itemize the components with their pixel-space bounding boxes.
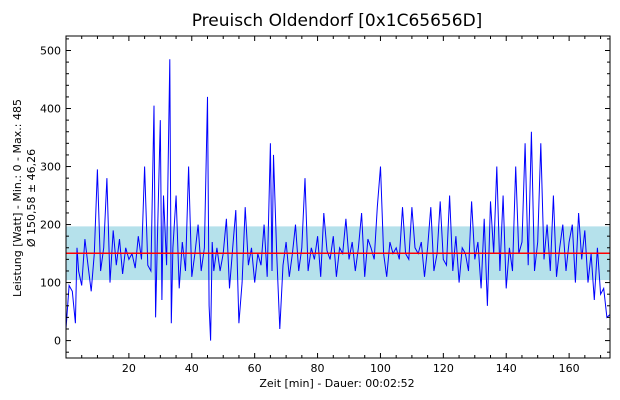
x-tick-label: 80 [311, 362, 325, 375]
chart-title: Preuisch Oldendorf [0x1C65656D] [192, 11, 483, 31]
y-tick-label: 400 [40, 103, 61, 116]
plot-frame [65, 35, 611, 359]
y-tick-label: 500 [40, 45, 61, 58]
x-tick-label: 20 [122, 362, 136, 375]
y-tick-label: 300 [40, 161, 61, 174]
y-axis-label-line1: Leistung [Watt] - Min.: 0 - Max.: 485 [11, 99, 24, 297]
y-tick-label: 100 [40, 277, 61, 290]
x-tick-label: 120 [433, 362, 454, 375]
x-tick-label: 60 [248, 362, 262, 375]
power-series-line [65, 59, 611, 341]
x-tick-label: 100 [370, 362, 391, 375]
x-axis-label: Zeit [min] - Dauer: 00:02:52 [259, 377, 414, 390]
y-tick-label: 0 [54, 335, 61, 348]
x-tick-label: 160 [559, 362, 580, 375]
y-tick-label: 200 [40, 219, 61, 232]
x-tick-label: 140 [496, 362, 517, 375]
x-tick-label: 40 [185, 362, 199, 375]
y-axis-label-line2: Ø 150,58 ± 46,26 [25, 149, 38, 247]
